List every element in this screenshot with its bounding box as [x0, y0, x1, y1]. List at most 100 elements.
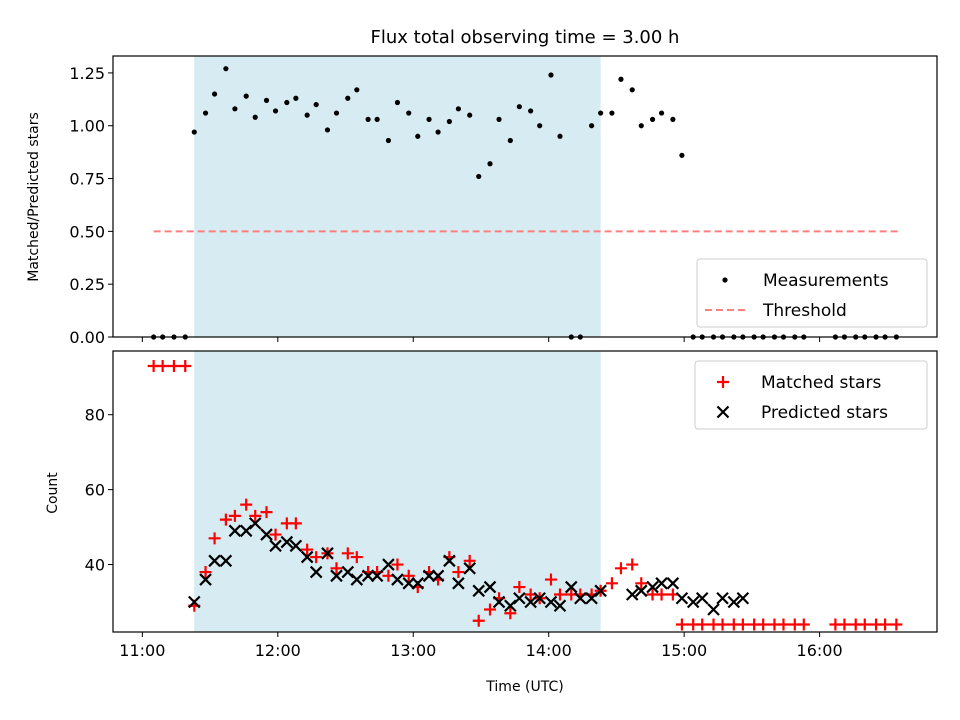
bottom-series-0-point [626, 558, 639, 571]
bottom-series-1-point [483, 580, 497, 594]
x-tick-label: 14:00 [526, 641, 572, 660]
bottom-series-1-point [219, 554, 233, 568]
bottom-series-0-point [240, 498, 253, 511]
top-series-0-point [426, 116, 432, 122]
bottom-series-1-point [402, 577, 416, 590]
bottom-series-0-point [472, 614, 485, 627]
bottom-series-1-point [370, 569, 384, 583]
top-series-0-point [313, 101, 319, 108]
bottom-series-1-point [695, 592, 709, 605]
bottom-series-1-point [646, 580, 659, 594]
bottom-series-0-point [301, 543, 314, 556]
top-series-0-point [446, 118, 452, 125]
bottom-series-1-point [666, 577, 680, 590]
x-axis-label: Time (UTC) [485, 679, 563, 695]
bottom-series-0-point [696, 618, 709, 631]
bottom-series-1-point [361, 569, 375, 583]
bottom-series-1-point [228, 524, 242, 538]
bottom-series-1-point [248, 517, 262, 530]
top-series-0-point [223, 66, 229, 72]
top-series-0-point [324, 127, 331, 133]
top-series-0-point [406, 110, 412, 116]
bottom-y-axis-label: Count [45, 472, 61, 514]
bottom-legend: Matched stars Predicted stars [694, 360, 928, 430]
top-series-0-point [588, 123, 595, 129]
bottom-series-0-point [736, 618, 749, 631]
top-y-tick-label: 0.25 [69, 275, 105, 294]
top-series-0-point [455, 106, 462, 112]
top-series-0-point [191, 129, 197, 135]
top-series-0-point [252, 114, 258, 120]
top-series-0-point [670, 116, 676, 122]
bottom-series-1-point [269, 539, 282, 553]
top-series-0-point [202, 110, 209, 116]
top-series-0-point [537, 123, 543, 129]
top-series-0-point [618, 76, 624, 82]
top-series-0-point [232, 106, 238, 112]
bottom-series-0-point [553, 588, 566, 601]
top-series-0-point [211, 91, 218, 97]
bottom-series-0-point [402, 569, 415, 582]
bottom-series-1-point [594, 584, 607, 598]
bottom-series-0-point [858, 618, 871, 631]
bottom-series-1-point [309, 565, 323, 579]
top-series-0-point [528, 108, 534, 114]
bottom-series-0-point [463, 554, 476, 567]
top-series-0-point [467, 112, 473, 118]
bottom-series-0-point [544, 573, 557, 586]
bottom-series-0-point [341, 547, 354, 560]
top-series-0-point [293, 95, 299, 101]
top-observing-span [194, 56, 601, 337]
top-y-tick-label: 1.00 [69, 117, 105, 136]
top-series-0-point [609, 110, 615, 116]
top-series-0-point [629, 87, 635, 93]
top-series-0-point [385, 137, 392, 144]
bottom-series-1-point [431, 569, 445, 583]
bottom-series-0-point [452, 566, 465, 579]
bottom-series-0-point [605, 577, 618, 590]
top-series-0-point [658, 110, 665, 116]
bottom-series-0-point [350, 551, 363, 564]
top-y-tick-label: 0.75 [69, 170, 105, 189]
bottom-series-1-point [716, 592, 729, 605]
bottom-plot-area: 40 60 80 11:00 12:00 13:00 14:00 15:00 16:00 Matc… [85, 350, 938, 660]
top-series-0-point [243, 93, 249, 99]
bottom-series-1-point [472, 584, 485, 598]
bottom-series-1-point [565, 580, 578, 594]
top-axes-frame [112, 55, 938, 338]
x-tick-label: 11:00 [119, 641, 165, 660]
top-series-0-point [345, 95, 351, 101]
x-tick-label: 13:00 [390, 641, 436, 660]
bottom-series-1-point [533, 592, 546, 605]
top-y-tick-label: 0.50 [69, 222, 105, 241]
top-y-tick-label: 1.25 [69, 64, 105, 83]
bottom-series-1-point [707, 603, 720, 616]
x-tick-label: 16:00 [797, 641, 843, 660]
bottom-y-tick-label: 40 [85, 556, 105, 575]
bottom-series-1-point [391, 573, 404, 586]
bottom-axes-frame [112, 350, 938, 633]
top-plot-area: 0.00 0.25 0.50 0.75 1.00 1.25 Measurements Thre… [69, 55, 938, 347]
bottom-series-1-point [634, 584, 648, 598]
bottom-series-1-point [544, 595, 558, 609]
bottom-series-0-point [208, 532, 221, 545]
bottom-series-0-point [655, 588, 668, 601]
bottom-series-0-point [330, 562, 343, 575]
bottom-series-1-point [686, 595, 700, 609]
top-series-0-point [487, 161, 493, 167]
bottom-y-tick-label: 60 [85, 481, 105, 500]
bottom-series-0-point [513, 581, 526, 594]
bottom-series-1-point [422, 569, 436, 583]
bottom-series-0-point [289, 517, 302, 530]
top-series-0-point [263, 97, 270, 103]
bottom-series-1-point [727, 595, 741, 609]
top-series-0-point [679, 152, 685, 158]
bottom-series-1-point [280, 535, 294, 549]
top-series-0-point [272, 108, 279, 114]
top-series-0-point [638, 123, 644, 129]
bottom-y-tick-label: 80 [85, 406, 105, 425]
top-series-0-point [394, 99, 401, 106]
bottom-series-1-point [736, 592, 750, 605]
bottom-series-0-point [838, 618, 851, 631]
